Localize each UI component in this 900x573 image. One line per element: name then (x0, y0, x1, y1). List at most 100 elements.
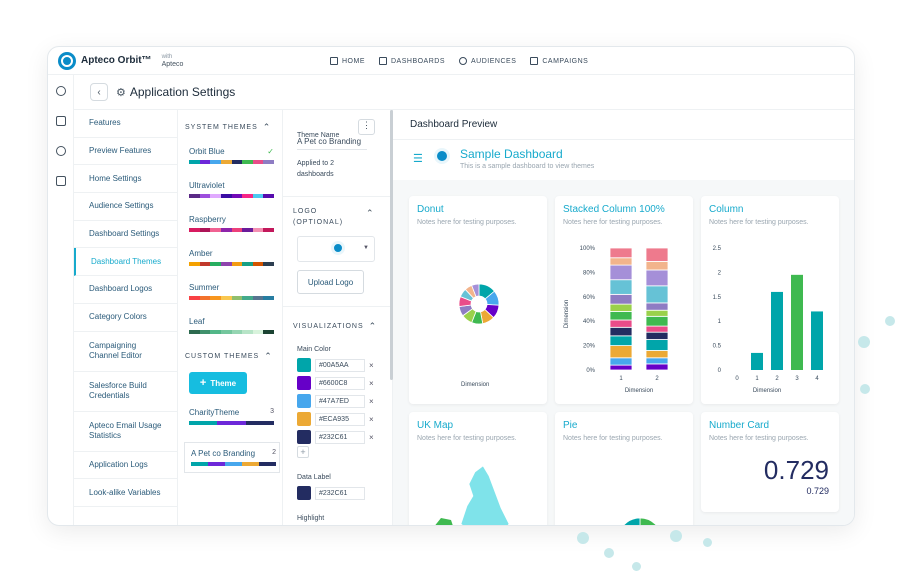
color-hex-input[interactable]: #6600C8 (315, 376, 365, 390)
stacked-segment (609, 319, 633, 328)
theme-color-bar (189, 228, 274, 232)
theme-color-segment (220, 194, 232, 198)
menu-salesforce-credentials[interactable]: Salesforce Build Credentials (74, 372, 177, 412)
theme-color-segment (189, 194, 200, 198)
theme-name: Leaf (189, 317, 205, 326)
main-color-row[interactable]: #6600C8 × (297, 376, 374, 390)
data-label-swatch[interactable] (297, 486, 311, 500)
data-label-hex[interactable]: #232C61 (315, 486, 365, 500)
menu-dashboard-settings[interactable]: Dashboard Settings (74, 221, 177, 249)
logo-heading: LOGO (OPTIONAL) (293, 208, 344, 226)
chevron-up-icon: ⌃ (264, 351, 273, 361)
custom-theme-item[interactable]: CharityTheme 3 (178, 408, 282, 425)
remove-color-icon[interactable]: × (369, 414, 374, 424)
remove-color-icon[interactable]: × (369, 432, 374, 442)
nav-dashboards[interactable]: DASHBOARDS (379, 57, 445, 65)
main-color-row[interactable]: #232C61 × (297, 430, 374, 444)
color-hex-input[interactable]: #ECA935 (315, 412, 365, 426)
color-hex-input[interactable]: #47A7ED (315, 394, 365, 408)
x-tick-label: 3 (795, 376, 799, 382)
menu-dashboard-logos[interactable]: Dashboard Logos (74, 276, 177, 304)
megaphone-icon[interactable] (56, 176, 66, 186)
app-logo[interactable]: Apteco Orbit™ with Apteco (58, 51, 183, 70)
main-color-row[interactable]: #ECA935 × (297, 412, 374, 426)
menu-dashboard-themes[interactable]: Dashboard Themes (74, 248, 177, 277)
plus-icon: + (199, 377, 207, 389)
stacked-segment (645, 285, 669, 304)
logo-select[interactable]: ▼ (297, 236, 375, 262)
menu-campaigning-channel-editor[interactable]: Campaigning Channel Editor (74, 332, 177, 372)
system-theme-list: Orbit Blue ✓ Ultraviolet Raspberry Amber Summ… (178, 147, 282, 334)
custom-themes-header[interactable]: CUSTOM THEMES ⌃ (178, 351, 282, 362)
color-swatch[interactable] (297, 394, 311, 408)
themes-list: SYSTEM THEMES ⌃ Orbit Blue ✓ Ultraviolet Ra… (178, 110, 283, 525)
data-label-color-row[interactable]: #232C61 (297, 486, 365, 500)
remove-color-icon[interactable]: × (369, 378, 374, 388)
card-title: UK Map (417, 420, 454, 431)
remove-color-icon[interactable]: × (369, 360, 374, 370)
main-color-row[interactable]: #47A7ED × (297, 394, 374, 408)
add-color-button[interactable]: + (297, 446, 309, 458)
menu-email-usage[interactable]: Apteco Email Usage Statistics (74, 412, 177, 452)
back-button[interactable]: ‹ (90, 83, 108, 101)
system-themes-header[interactable]: SYSTEM THEMES ⌃ (178, 122, 282, 133)
menu-audience-settings[interactable]: Audience Settings (74, 193, 177, 221)
preview-heading: Dashboard Preview (393, 110, 854, 140)
y-tick-label: 0.5 (713, 344, 722, 350)
color-hex-input[interactable]: #00A5AA (315, 358, 365, 372)
y-tick-label: 2 (718, 270, 722, 276)
menu-lookalike-variables[interactable]: Look-alike Variables (74, 479, 177, 507)
system-theme-item[interactable]: Orbit Blue ✓ (178, 147, 282, 164)
system-theme-item[interactable]: Ultraviolet (178, 181, 282, 198)
remove-color-icon[interactable]: × (369, 396, 374, 406)
add-theme-button[interactable]: + Theme (189, 372, 247, 394)
system-theme-item[interactable]: Raspberry (178, 215, 282, 232)
card-note: Notes here for testing purposes. (417, 435, 517, 442)
stacked-segment (609, 279, 633, 295)
people-icon[interactable] (56, 146, 66, 156)
nav-audiences[interactable]: AUDIENCES (459, 57, 516, 65)
menu-preview-features[interactable]: Preview Features (74, 138, 177, 166)
system-theme-item[interactable]: Amber (178, 249, 282, 266)
column-bar (811, 311, 823, 370)
menu-features[interactable]: Features (74, 110, 177, 138)
menu-home-settings[interactable]: Home Settings (74, 165, 177, 194)
custom-theme-item[interactable]: A Pet co Branding 2 (184, 442, 280, 473)
theme-name-label: Theme Name (297, 124, 339, 142)
column-bar (791, 274, 803, 370)
nav-campaigns[interactable]: CAMPAIGNS (530, 57, 588, 65)
main-color-row[interactable]: #00A5AA × (297, 358, 374, 372)
menu-category-colors[interactable]: Category Colors (74, 304, 177, 332)
chart-icon[interactable] (56, 116, 66, 126)
theme-name-input[interactable]: A Pet co Branding (297, 137, 367, 150)
nav-home[interactable]: HOME (330, 57, 365, 65)
chevron-up-icon[interactable]: ⌃ (366, 208, 374, 218)
color-swatch[interactable] (297, 412, 311, 426)
color-swatch[interactable] (297, 376, 311, 390)
x-tick-label: 1 (755, 376, 759, 382)
editor-scrollbar[interactable] (390, 110, 393, 380)
system-theme-item[interactable]: Summer (178, 283, 282, 300)
visualizations-header[interactable]: VISUALIZATIONS ⌃ (286, 321, 377, 332)
theme-color-segment (220, 296, 232, 300)
theme-count: 3 (270, 408, 274, 415)
link-icon[interactable] (56, 86, 66, 96)
color-swatch[interactable] (297, 430, 311, 444)
menu-application-logs[interactable]: Application Logs (74, 452, 177, 480)
stacked-segment (609, 257, 633, 266)
custom-theme-list: CharityTheme 3 A Pet co Branding 2 (178, 408, 282, 473)
upload-logo-button[interactable]: Upload Logo (297, 270, 364, 294)
theme-color-segment (252, 194, 264, 198)
menu-icon[interactable]: ☰ (413, 153, 423, 165)
color-swatch[interactable] (297, 358, 311, 372)
more-options-button[interactable]: ⋮ (358, 119, 375, 135)
theme-row: Raspberry (189, 215, 274, 224)
color-hex-input[interactable]: #232C61 (315, 430, 365, 444)
system-theme-item[interactable]: Leaf (178, 317, 282, 334)
icon-rail (48, 75, 74, 525)
data-label-heading: Data Label (297, 474, 331, 481)
stacked-segment (609, 311, 633, 321)
stacked-segment (609, 303, 633, 312)
theme-color-segment (199, 262, 211, 266)
theme-row: Orbit Blue ✓ (189, 147, 274, 156)
